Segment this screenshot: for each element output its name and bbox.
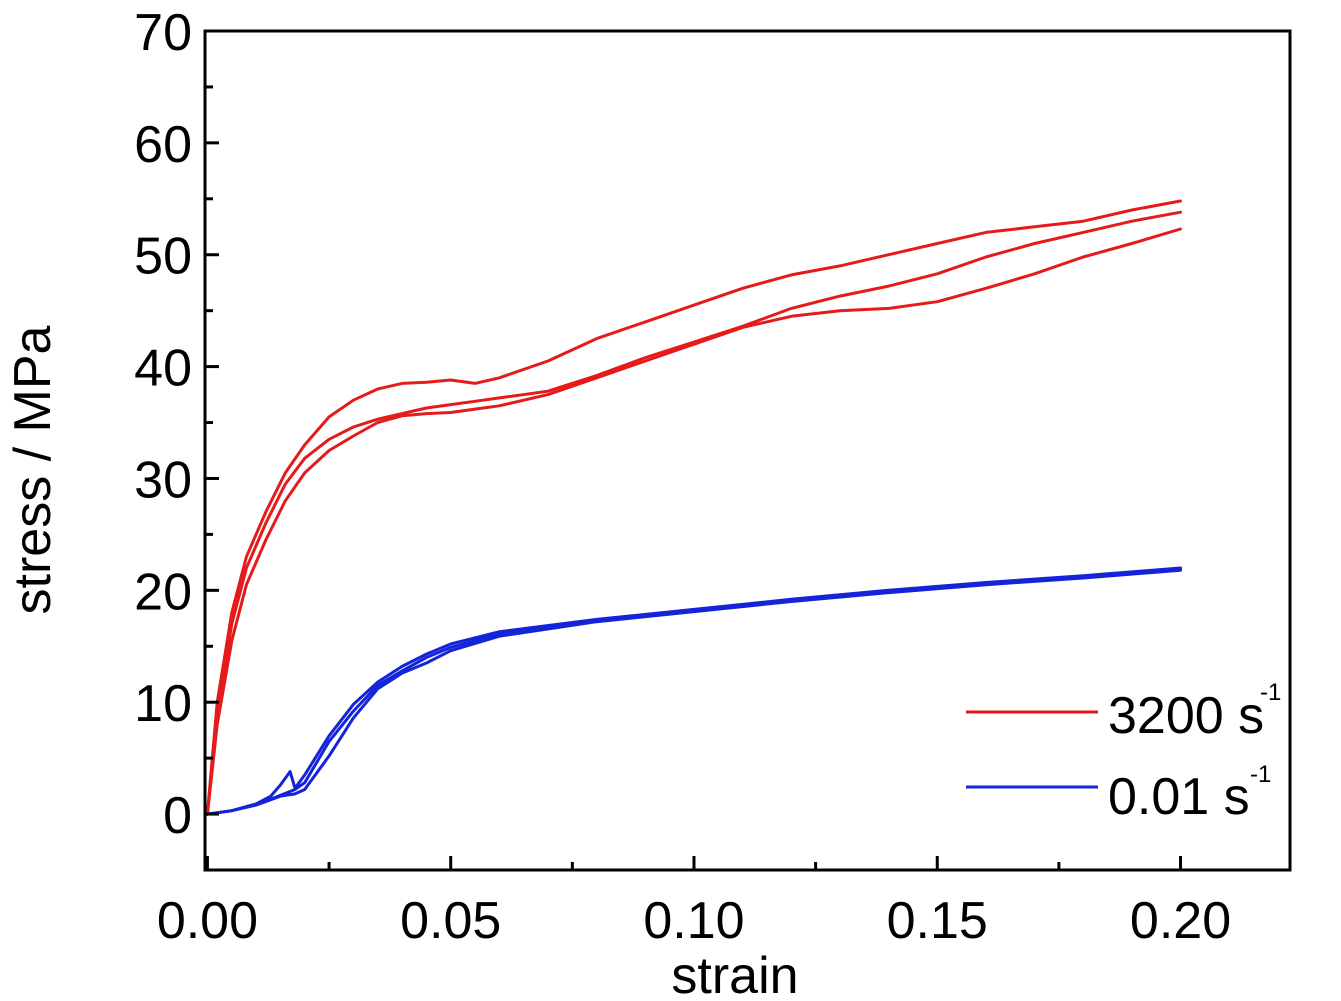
series-line-blue-4 (205, 567, 1182, 816)
x-axis-label: strain (671, 947, 798, 1001)
legend-label-3200: 3200 s (1108, 687, 1264, 745)
series-line-blue-3 (205, 566, 1182, 816)
x-tick-label: 0.10 (643, 892, 744, 950)
y-tick-label: 0 (163, 787, 192, 845)
ticks-layer (205, 29, 1183, 870)
series-line-red-2 (205, 227, 1182, 816)
y-tick-label: 50 (134, 228, 192, 286)
y-tick-label: 70 (134, 4, 192, 62)
plot-frame (203, 29, 1292, 872)
y-tick-label: 10 (134, 675, 192, 733)
series-line-blue-5 (205, 568, 1182, 816)
y-tick-label: 60 (134, 116, 192, 174)
y-tick-label: 20 (134, 563, 192, 621)
x-tick-label: 0.15 (887, 892, 988, 950)
series-line-red-0 (205, 199, 1182, 816)
tick-labels-layer: 0.00 0.05 0.10 0.15 0.20 0 10 20 30 40 50 60 70 (134, 4, 1231, 950)
y-tick-label: 30 (134, 451, 192, 509)
y-axis-label: stress / MPa (4, 325, 62, 614)
series-layer (205, 199, 1182, 816)
legend-sup-001: -1 (1250, 761, 1271, 788)
x-tick-label: 0.05 (400, 892, 501, 950)
legend: 3200 s -1 0.01 s -1 (966, 679, 1281, 826)
x-tick-label: 0.20 (1130, 892, 1231, 950)
legend-sup-3200: -1 (1260, 679, 1281, 706)
x-tick-label: 0.00 (157, 892, 258, 950)
legend-label-001: 0.01 s (1108, 768, 1250, 826)
y-tick-label: 40 (134, 340, 192, 398)
series-line-red-1 (205, 210, 1182, 816)
